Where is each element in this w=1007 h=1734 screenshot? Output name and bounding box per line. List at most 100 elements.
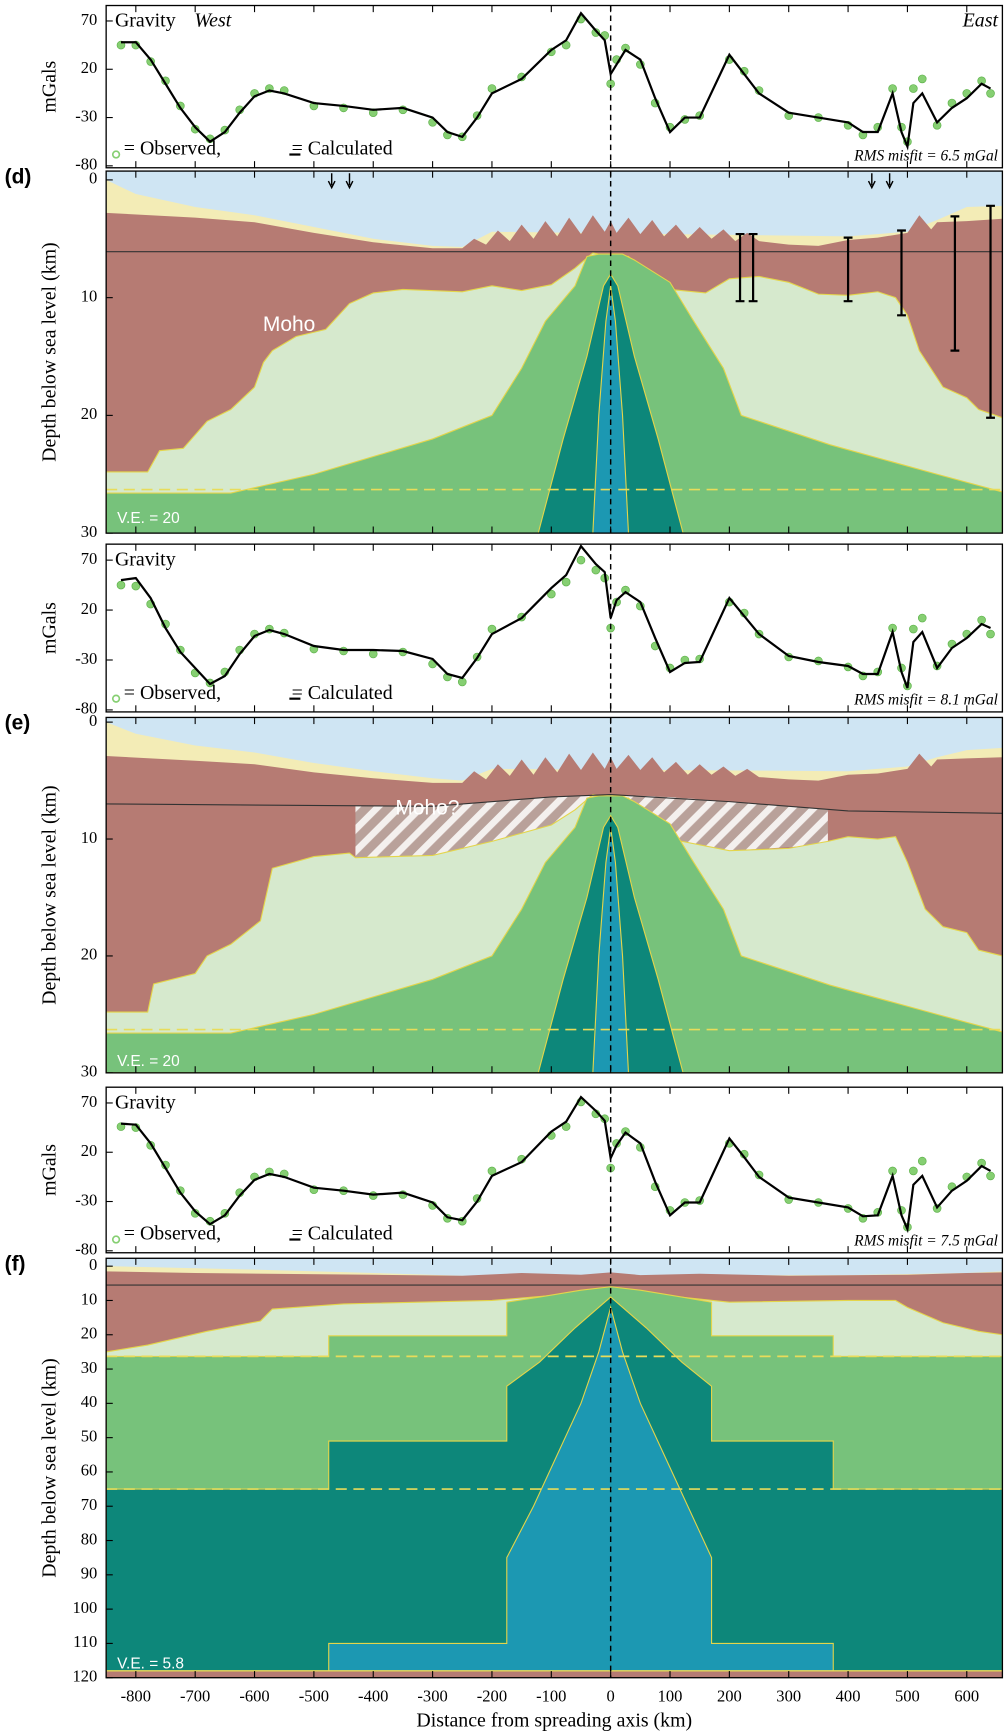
panel-label: (e) xyxy=(5,712,31,735)
y-axis-label: mGals xyxy=(39,602,61,654)
x-tick-label: -400 xyxy=(358,1686,388,1705)
panel-axes: (e) 0 10 20 30 Depth below sea level (km) xyxy=(5,711,1004,1081)
x-tick-label: -300 xyxy=(417,1686,447,1705)
y-tick-label: 70 xyxy=(81,1092,98,1111)
y-tick-label: -30 xyxy=(75,649,97,668)
y-tick-label: -80 xyxy=(75,155,97,174)
calculated-line xyxy=(120,1095,992,1234)
x-tick-label: -100 xyxy=(536,1686,566,1705)
y-axis-label: mGals xyxy=(39,60,61,112)
y-tick-label: 40 xyxy=(81,1392,98,1411)
panel xyxy=(116,544,995,691)
rms-label: RMS misfit = 7.5 mGal xyxy=(853,1232,998,1249)
moho-label: Moho? xyxy=(395,797,459,820)
x-tick-label: 100 xyxy=(658,1686,683,1705)
plot-frame xyxy=(105,1257,1004,1679)
model-layer xyxy=(106,253,1003,534)
y-tick-label: 20 xyxy=(81,58,98,77)
depth-range xyxy=(748,232,758,303)
y-tick-label: 20 xyxy=(81,1141,98,1160)
observed-point xyxy=(977,615,986,625)
panel-title: Gravity xyxy=(115,548,176,570)
observed-point xyxy=(131,581,141,591)
x-tick-label: 300 xyxy=(776,1686,801,1705)
east-label: East xyxy=(962,10,999,32)
observed-point xyxy=(917,74,927,84)
depth-range xyxy=(986,204,995,419)
observed-point xyxy=(621,585,630,595)
x-tick-label: 600 xyxy=(954,1686,979,1705)
y-tick-label: 10 xyxy=(81,828,98,847)
y-tick-label: 20 xyxy=(81,1324,98,1343)
observed-point xyxy=(909,1166,918,1176)
panel-axes: (d) 0 10 20 30 Depth below sea level (km) xyxy=(5,165,1004,541)
y-axis-label: Depth below sea level (km) xyxy=(39,242,61,461)
y-tick-label: 0 xyxy=(89,1255,97,1274)
observed-point xyxy=(591,565,601,575)
x-tick-label: -600 xyxy=(239,1686,269,1705)
x-tick-label: 0 xyxy=(607,1686,615,1705)
observed-point xyxy=(457,677,467,687)
ve-label: V.E. = 20 xyxy=(117,1053,180,1070)
observed-point xyxy=(909,624,918,634)
ve-label: V.E. = 20 xyxy=(117,510,180,527)
y-tick-label: 120 xyxy=(72,1667,97,1686)
y-axis-label: Depth below sea level (km) xyxy=(39,1358,61,1577)
calculated-line xyxy=(120,11,992,151)
y-tick-label: 0 xyxy=(89,169,97,188)
depth-range xyxy=(843,236,853,303)
y-tick-label: 0 xyxy=(89,711,97,730)
depth-range xyxy=(735,232,745,303)
model-layer xyxy=(328,1305,834,1672)
plot-frame xyxy=(105,716,1004,1074)
panel-axes: Gravity RMS misfit = 8.1 mGal = Observed, =… xyxy=(39,543,1004,718)
y-tick-label: 110 xyxy=(73,1632,97,1651)
y-tick-label: 30 xyxy=(81,1358,98,1377)
observed-point xyxy=(986,89,995,98)
arrow xyxy=(885,173,894,190)
legend-entry: = Observed, xyxy=(124,138,221,160)
rms-label: RMS misfit = 8.1 mGal xyxy=(853,691,998,708)
depth-range xyxy=(897,229,906,317)
y-tick-label: 30 xyxy=(81,522,98,541)
arrow xyxy=(327,173,336,190)
observed-point xyxy=(547,589,556,599)
depth-range xyxy=(950,215,960,352)
legend-entry: = Calculated xyxy=(292,1223,393,1245)
panel xyxy=(106,1258,1003,1678)
observed-point xyxy=(576,555,586,565)
panel-axes: Gravity RMS misfit = 7.5 mGal = Observed, =… xyxy=(39,1086,1004,1259)
observed-point xyxy=(917,1156,927,1166)
rms-label: RMS misfit = 6.5 mGal xyxy=(853,147,998,164)
y-tick-label: 50 xyxy=(81,1426,98,1445)
legend-entry: = Observed, xyxy=(124,1223,221,1245)
plot-frame xyxy=(105,1086,1004,1254)
y-tick-label: 70 xyxy=(81,10,98,29)
panel xyxy=(116,1095,995,1234)
y-tick-label: 20 xyxy=(81,404,98,423)
y-tick-label: -80 xyxy=(75,699,97,718)
panel xyxy=(116,11,995,151)
y-tick-label: 20 xyxy=(81,599,98,618)
observed-point xyxy=(917,613,927,623)
model-layer xyxy=(355,794,828,861)
y-tick-label: 10 xyxy=(81,1289,98,1308)
observed-point xyxy=(368,649,378,659)
y-axis-label: mGals xyxy=(39,1144,61,1196)
ve-label: V.E. = 5.8 xyxy=(117,1656,184,1673)
observed-point xyxy=(909,84,918,93)
legend-marker xyxy=(111,694,121,703)
boundary-line xyxy=(106,794,1003,814)
y-axis-label: Depth below sea level (km) xyxy=(39,785,61,1004)
arrow xyxy=(867,173,876,190)
panel-label: (d) xyxy=(5,165,32,188)
moho-label: Moho xyxy=(263,313,315,336)
panel-title: Gravity xyxy=(115,10,176,32)
y-tick-label: 20 xyxy=(81,945,98,964)
plot-frame xyxy=(105,4,1004,169)
annotations: Moho V.E. = 20 Moho? V.E. = 20 V.E. = 5.… xyxy=(117,313,459,1672)
y-tick-label: -30 xyxy=(75,1190,97,1209)
y-tick-label: 60 xyxy=(81,1461,98,1480)
